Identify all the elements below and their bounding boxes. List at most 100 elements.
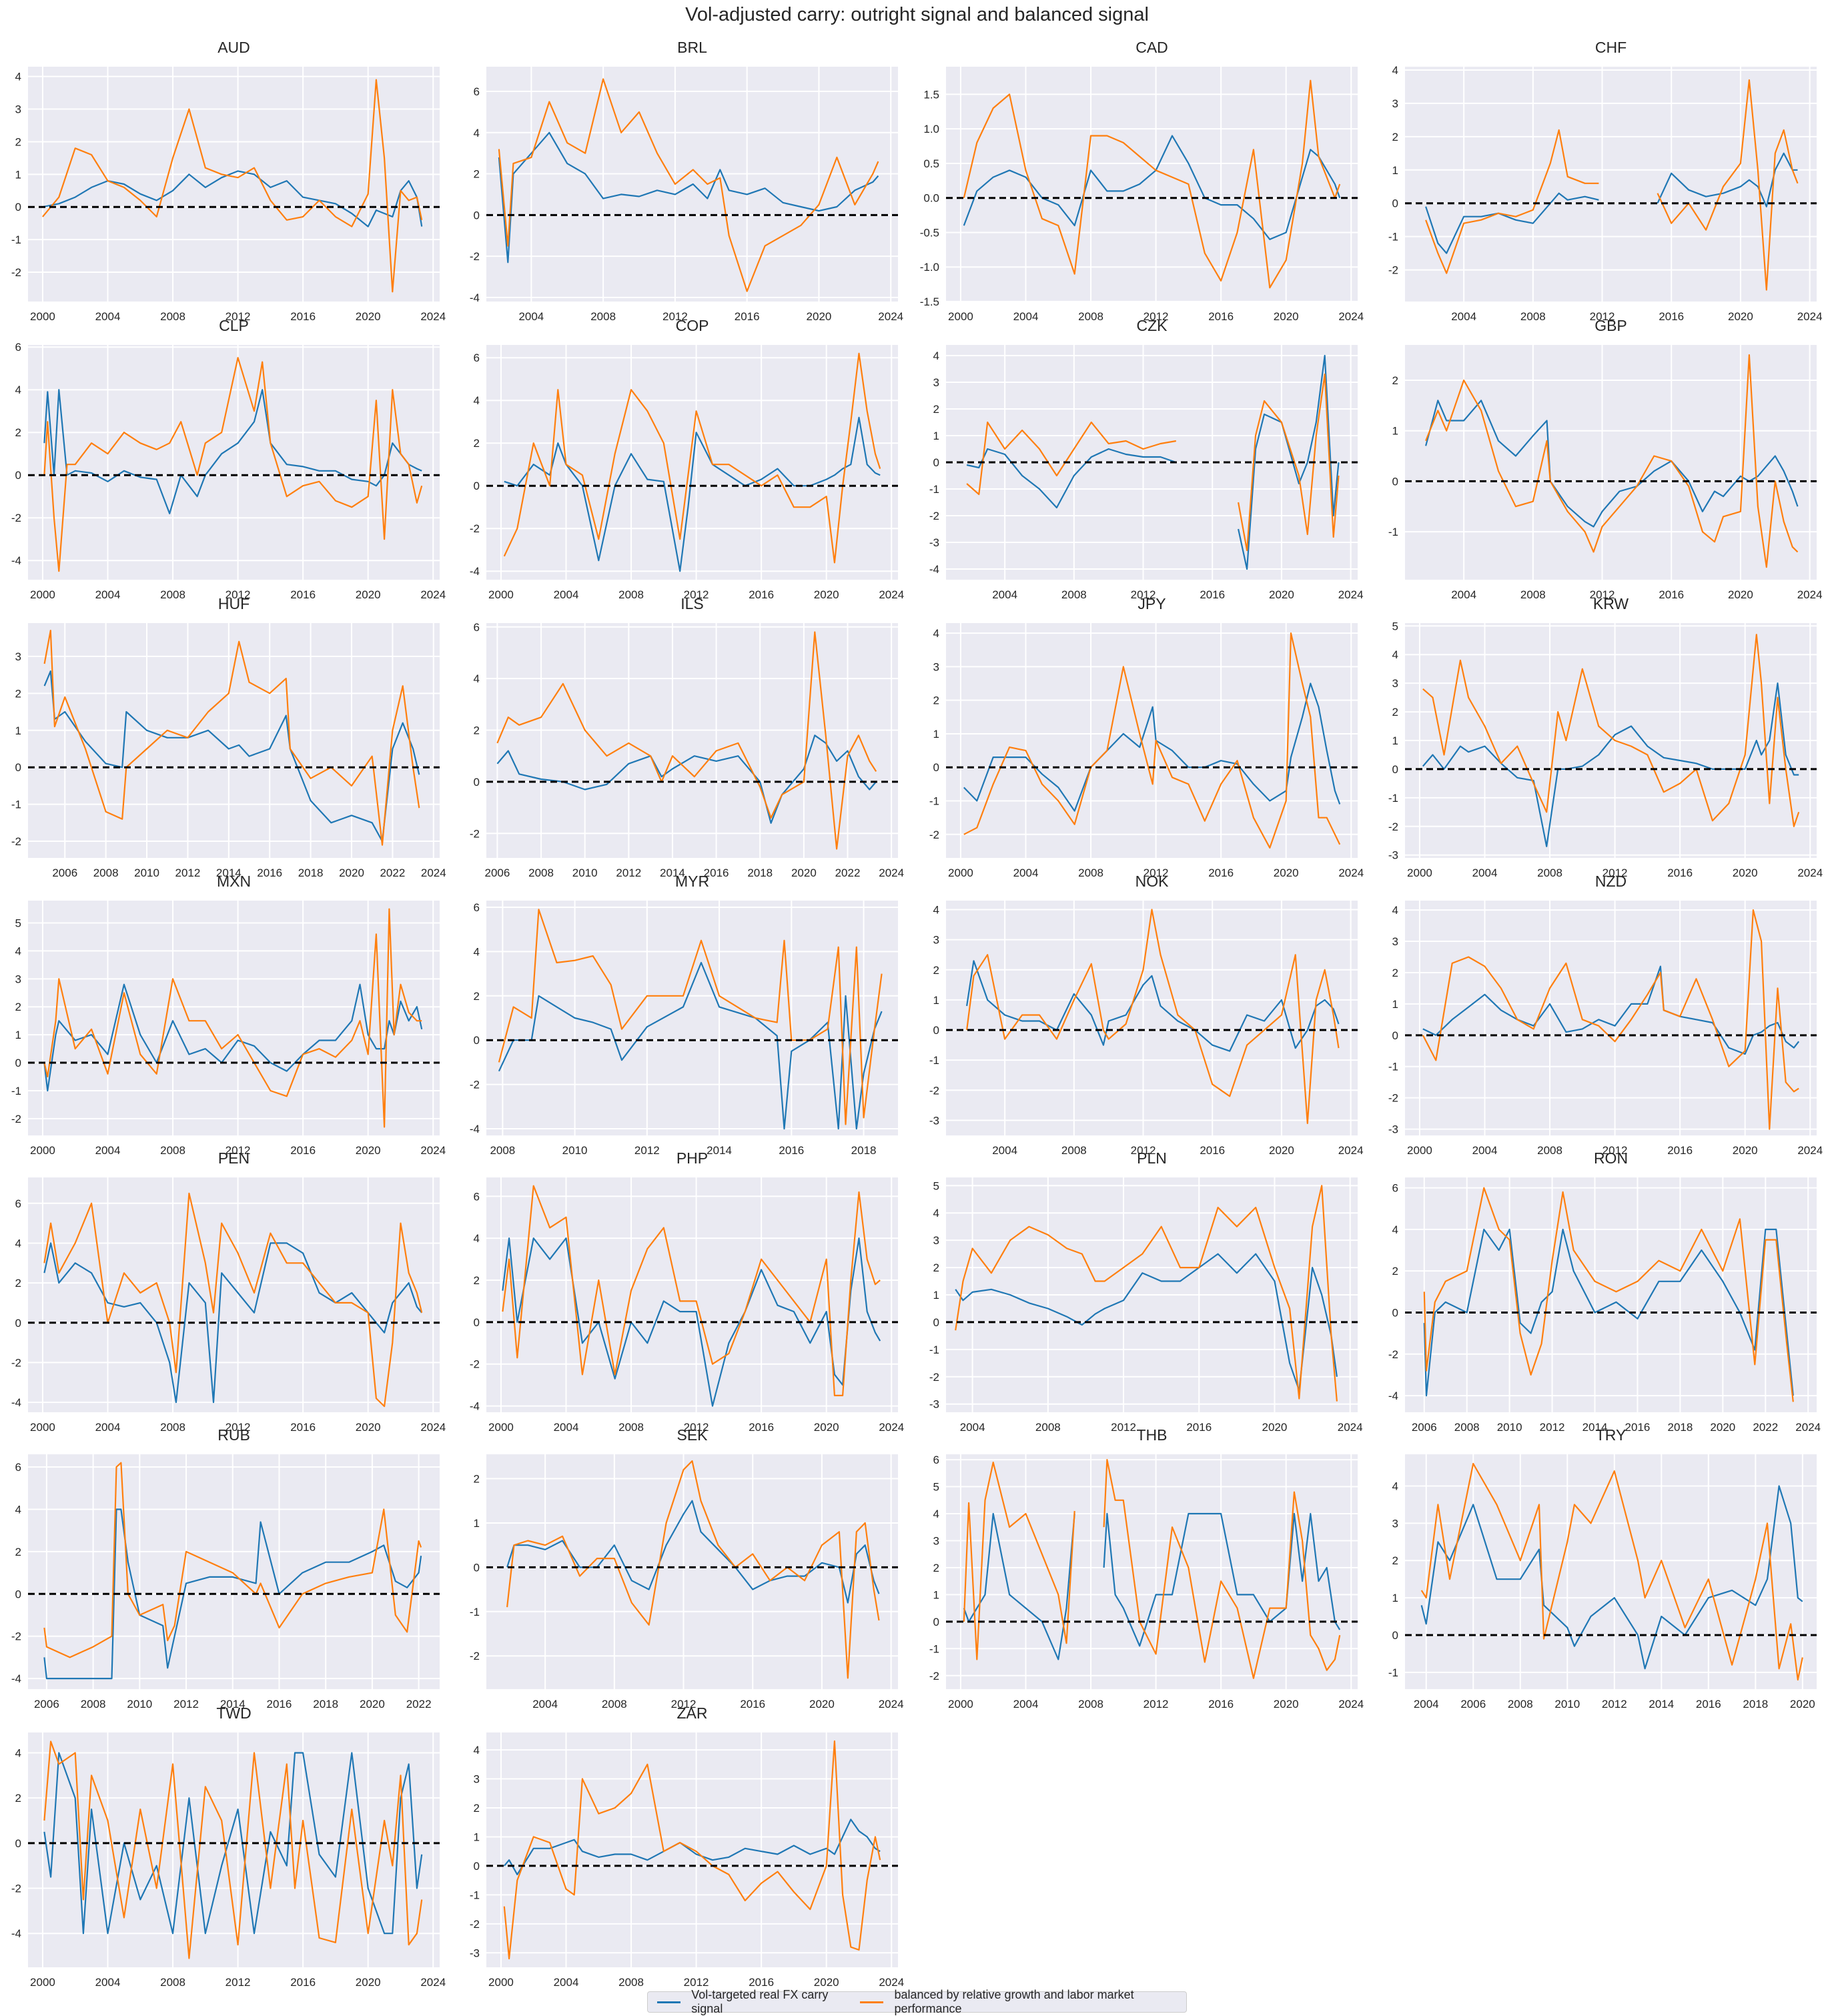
x-tick-label: 2016 [1200, 1144, 1225, 1157]
chart-panel-myr: MYR 2008 2010 2012 2014 2016 2018 -4 -2 0 2 4 6 [458, 873, 919, 1157]
x-tick-label: 2008 [618, 1976, 644, 1989]
series-balanced-line [43, 1740, 423, 1959]
x-tick-label: 2020 [356, 1144, 381, 1157]
x-tick-label: 2004 [95, 1976, 121, 1989]
axes-background [28, 345, 440, 580]
panel-title: CAD [1135, 39, 1168, 56]
y-tick-label: -3 [929, 1114, 939, 1127]
x-tick-label: 2024 [1338, 1421, 1363, 1434]
x-tick-label: 2010 [127, 1698, 152, 1710]
y-tick-label: 0 [15, 1588, 21, 1600]
y-tick-label: 6 [15, 1197, 21, 1210]
x-tick-label: 2004 [554, 1421, 579, 1434]
panel-title: BRL [677, 39, 707, 56]
y-tick-label: 2 [1392, 131, 1398, 143]
panel-title: AUD [217, 39, 250, 56]
y-tick-label: 4 [15, 1746, 21, 1759]
x-tick-label: 2004 [992, 588, 1017, 601]
y-tick-label: 4 [474, 1744, 480, 1756]
plot-area: 2004 2008 2012 2016 2020 2024 -2 -1 0 1 2 [470, 1454, 904, 1710]
y-tick-label: -2 [11, 266, 21, 279]
x-tick-label: 2000 [30, 1421, 55, 1434]
x-tick-label: 2004 [960, 1421, 985, 1434]
x-tick-label: 2012 [684, 1976, 709, 1989]
y-tick-label: 4 [474, 945, 480, 958]
plot-area: 2004 2008 2012 2016 2020 2024 -3 -2 -1 0 1 2 3 4 5 [929, 1177, 1363, 1434]
x-tick-label: 2020 [814, 588, 839, 601]
x-tick-label: 2022 [1753, 1421, 1778, 1434]
x-tick-label: 2008 [1537, 867, 1562, 879]
x-tick-label: 2006 [484, 867, 510, 879]
x-tick-label: 2004 [1472, 867, 1498, 879]
x-tick-label: 2004 [1013, 1698, 1039, 1710]
x-tick-label: 2012 [1590, 588, 1615, 601]
y-tick-label: -4 [929, 563, 939, 576]
y-tick-label: 2 [933, 694, 939, 707]
x-tick-label: 2012 [225, 1976, 251, 1989]
x-tick-label: 2012 [684, 1421, 709, 1434]
chart-panel-gbp: GBP 2004 2008 2012 2016 2020 2024 -1 0 1 2 [1377, 317, 1834, 601]
plot-area: 2006 2008 2010 2012 2014 2016 2018 2020 2022 -4 -2… [11, 1454, 440, 1710]
y-tick-label: -3 [929, 536, 939, 549]
y-tick-label: 1 [474, 1517, 480, 1530]
series-outright-line [1422, 682, 1799, 847]
y-tick-label: 0 [1392, 475, 1398, 488]
x-tick-label: 2004 [554, 588, 579, 601]
y-tick-label: 1 [15, 1029, 21, 1041]
x-tick-label: 2016 [749, 588, 774, 601]
plot-area: 2000 2004 2008 2012 2016 2020 2024 -4 -2 0 2 4 6 [11, 341, 446, 601]
plot-area: 2000 2004 2008 2012 2016 2020 2024 -4 -2 0 2 4 6 [11, 1177, 446, 1434]
x-tick-label: 2008 [1520, 310, 1546, 323]
y-tick-label: 1 [1392, 1592, 1398, 1604]
x-tick-label: 2000 [30, 1976, 55, 1989]
chart-panel-rub: RUB 2006 2008 2010 2012 2014 2016 2018 2020 2022 -… [0, 1426, 460, 1710]
x-tick-label: 2008 [81, 1698, 106, 1710]
x-tick-label: 2008 [590, 310, 616, 323]
x-tick-label: 2022 [380, 867, 405, 879]
y-tick-label: -2 [470, 827, 480, 840]
plot-area: 2004 2008 2012 2016 2020 2024 -2 -1 0 1 2 3 4 [1388, 64, 1823, 323]
y-tick-label: 3 [1392, 1517, 1398, 1530]
x-tick-label: 2012 [1590, 310, 1615, 323]
series-balanced-line [506, 1460, 880, 1679]
chart-panel-mxn: MXN 2000 2004 2008 2012 2016 2020 2024 -2 -1 0 1 2 3 4… [0, 873, 460, 1157]
x-tick-label: 2024 [879, 867, 904, 879]
y-tick-label: 1 [15, 168, 21, 181]
series-outright-line [1425, 152, 1798, 254]
x-tick-label: 2014 [707, 1144, 732, 1157]
y-tick-label: 3 [933, 376, 939, 389]
x-tick-label: 2012 [1131, 1144, 1156, 1157]
y-tick-label: -1 [11, 1085, 21, 1097]
x-tick-label: 2014 [216, 867, 242, 879]
panel-title: NZD [1594, 873, 1627, 890]
y-tick-label: -1.0 [920, 261, 939, 274]
y-tick-label: 4 [15, 945, 21, 957]
y-tick-label: -2 [929, 1084, 939, 1097]
x-tick-label: 2008 [160, 1144, 185, 1157]
panel-title: CZK [1136, 317, 1168, 334]
series-balanced-line [955, 1185, 1338, 1402]
y-tick-label: 1 [933, 430, 939, 442]
x-tick-label: 2016 [735, 310, 760, 323]
chart-panel-krw: KRW 2000 2004 2008 2012 2016 2020 2024 -3 -2 -1 0 1 2… [1377, 595, 1834, 879]
y-tick-label: 0 [1392, 763, 1398, 776]
y-tick-label: -2 [470, 1079, 480, 1091]
series-balanced-line [503, 352, 881, 564]
x-tick-label: 2020 [1274, 867, 1299, 879]
y-tick-label: -1 [929, 1054, 939, 1067]
y-tick-label: 1 [1392, 425, 1398, 438]
y-tick-label: 2 [15, 1001, 21, 1013]
plot-area: 2000 2004 2008 2012 2016 2020 2024 -3 -2 -1 0 1 2 3 4 [1388, 901, 1823, 1157]
x-tick-label: 2022 [835, 867, 861, 879]
chart-panel-chf: CHF 2004 2008 2012 2016 2020 2024 -2 -1 0 1 2 3 4 [1377, 39, 1834, 323]
y-tick-label: 0 [15, 1057, 21, 1069]
chart-panel-try: TRY 2004 2006 2008 2010 2012 2014 2016 2018 2020-… [1377, 1426, 1834, 1710]
y-tick-label: 0 [15, 1837, 21, 1850]
y-tick-label: 1 [933, 1289, 939, 1302]
y-tick-label: -1 [929, 483, 939, 496]
chart-panel-cop: COP 2000 2004 2008 2012 2016 2020 2024 -4 -2 0 2 4 6 [458, 317, 919, 601]
y-tick-label: -1 [1388, 1666, 1398, 1679]
axes-background [486, 623, 898, 858]
x-tick-label: 2000 [948, 310, 973, 323]
x-tick-label: 2024 [1338, 310, 1364, 323]
